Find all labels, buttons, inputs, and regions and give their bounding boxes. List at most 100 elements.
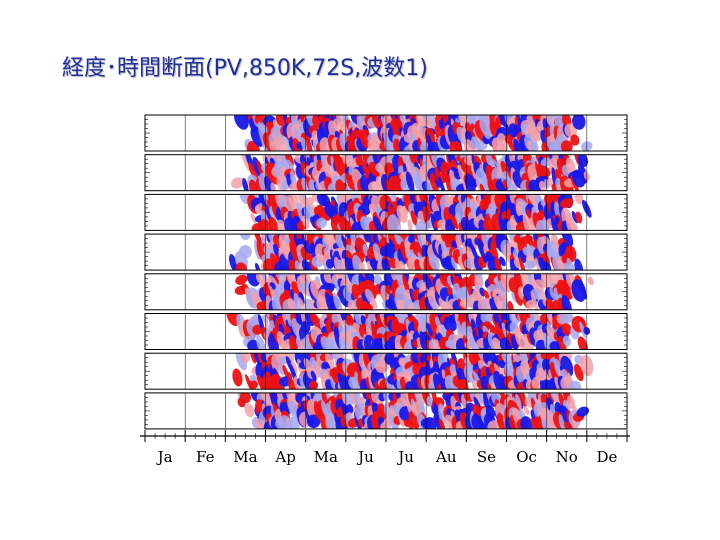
anomaly-blob	[393, 175, 403, 191]
anomaly-blob	[240, 353, 250, 364]
panel-group	[144, 114, 628, 430]
anomaly-blob	[270, 182, 277, 191]
anomaly-blob	[354, 371, 362, 390]
anomaly-blob	[518, 392, 527, 407]
anomaly-blob	[428, 254, 440, 271]
x-tick-label: Ju	[356, 448, 374, 466]
x-axis: Ja Fe Ma Ap Ma Ju Ju Au Se Oc No De	[140, 430, 630, 466]
anomaly-blob	[281, 392, 290, 402]
anomaly-blob	[250, 212, 257, 224]
anomaly-blob	[250, 353, 257, 364]
anomaly-blob	[499, 256, 506, 267]
anomaly-blob	[366, 260, 373, 271]
anomaly-blob	[466, 402, 475, 412]
panel-5	[144, 273, 628, 311]
anomaly-blob	[560, 234, 574, 247]
anomaly-blob	[571, 223, 578, 231]
anomaly-blob	[235, 353, 248, 371]
anomaly-blob	[254, 262, 261, 271]
anomaly-blob	[483, 289, 490, 300]
anomaly-blob	[363, 334, 376, 350]
panel-1	[144, 114, 628, 152]
anomaly-blob	[530, 290, 539, 310]
x-tick-label: Oc	[516, 448, 537, 466]
anomaly-blob	[405, 171, 415, 191]
anomaly-blob	[240, 154, 251, 172]
anomaly-blob	[530, 142, 539, 151]
anomaly-blob	[290, 326, 298, 340]
anomaly-blob	[455, 234, 462, 251]
anomaly-blob	[333, 292, 343, 310]
anomaly-blob	[289, 182, 299, 191]
anomaly-blob	[483, 337, 490, 350]
anomaly-blob	[398, 260, 406, 271]
anomaly-blob	[572, 115, 586, 130]
anomaly-blob	[570, 134, 580, 146]
anomaly-blob	[310, 370, 317, 382]
anomaly-blob	[494, 257, 503, 271]
panel-7	[144, 352, 628, 390]
x-tick-label: De	[596, 448, 617, 466]
x-tick-label: Ap	[274, 448, 295, 466]
anomaly-blob	[242, 177, 249, 191]
panel-pattern	[230, 154, 590, 191]
anomaly-blob	[306, 137, 314, 151]
anomaly-blob	[558, 335, 567, 350]
anomaly-blob	[248, 380, 259, 390]
anomaly-blob	[576, 406, 590, 417]
panel-pattern	[239, 194, 592, 231]
anomaly-blob	[232, 368, 243, 387]
panel-pattern	[234, 115, 593, 151]
anomaly-blob	[402, 274, 411, 295]
anomaly-blob	[513, 273, 524, 290]
anomaly-blob	[568, 380, 582, 390]
anomaly-blob	[407, 219, 413, 231]
anomaly-blob	[370, 297, 378, 309]
anomaly-blob	[523, 406, 530, 416]
panel-pattern	[229, 234, 584, 271]
anomaly-blob	[230, 177, 244, 189]
anomaly-blob	[278, 362, 285, 376]
anomaly-blob	[489, 298, 500, 310]
anomaly-blob	[579, 321, 587, 339]
anomaly-blob	[346, 404, 354, 415]
anomaly-blob	[389, 415, 399, 429]
anomaly-blob	[274, 136, 289, 151]
anomaly-blob	[570, 175, 580, 191]
panel-2	[144, 154, 628, 192]
anomaly-blob	[558, 414, 567, 429]
panel-6	[144, 313, 628, 350]
anomaly-blob	[540, 288, 545, 300]
x-tick-label: Ja	[156, 448, 173, 466]
anomaly-blob	[575, 211, 583, 224]
anomaly-blob	[515, 393, 522, 410]
anomaly-blob	[419, 401, 426, 415]
anomaly-blob	[235, 274, 248, 285]
anomaly-blob	[277, 219, 287, 231]
anomaly-blob	[518, 257, 527, 271]
anomaly-blob	[294, 260, 301, 271]
anomaly-blob	[520, 416, 533, 429]
anomaly-blob	[287, 297, 300, 310]
anomaly-blob	[564, 123, 578, 138]
anomaly-blob	[566, 257, 575, 271]
anomaly-blob	[298, 297, 305, 310]
anomaly-blob	[574, 194, 584, 205]
anomaly-blob	[531, 289, 538, 300]
anomaly-blob	[252, 324, 263, 335]
anomaly-blob	[239, 392, 251, 404]
x-tick-label: Au	[435, 448, 457, 466]
anomaly-blob	[268, 217, 279, 231]
anomaly-blob	[479, 183, 486, 191]
anomaly-blob	[505, 175, 516, 191]
anomaly-blob	[387, 214, 401, 231]
anomaly-blob	[451, 256, 458, 270]
anomaly-blob	[358, 262, 366, 271]
anomaly-blob	[560, 140, 573, 151]
anomaly-blob	[292, 138, 303, 151]
anomaly-blob	[482, 173, 491, 191]
anomaly-blob	[470, 254, 479, 271]
x-tick-label: Fe	[196, 448, 215, 466]
anomaly-blob	[431, 300, 437, 309]
